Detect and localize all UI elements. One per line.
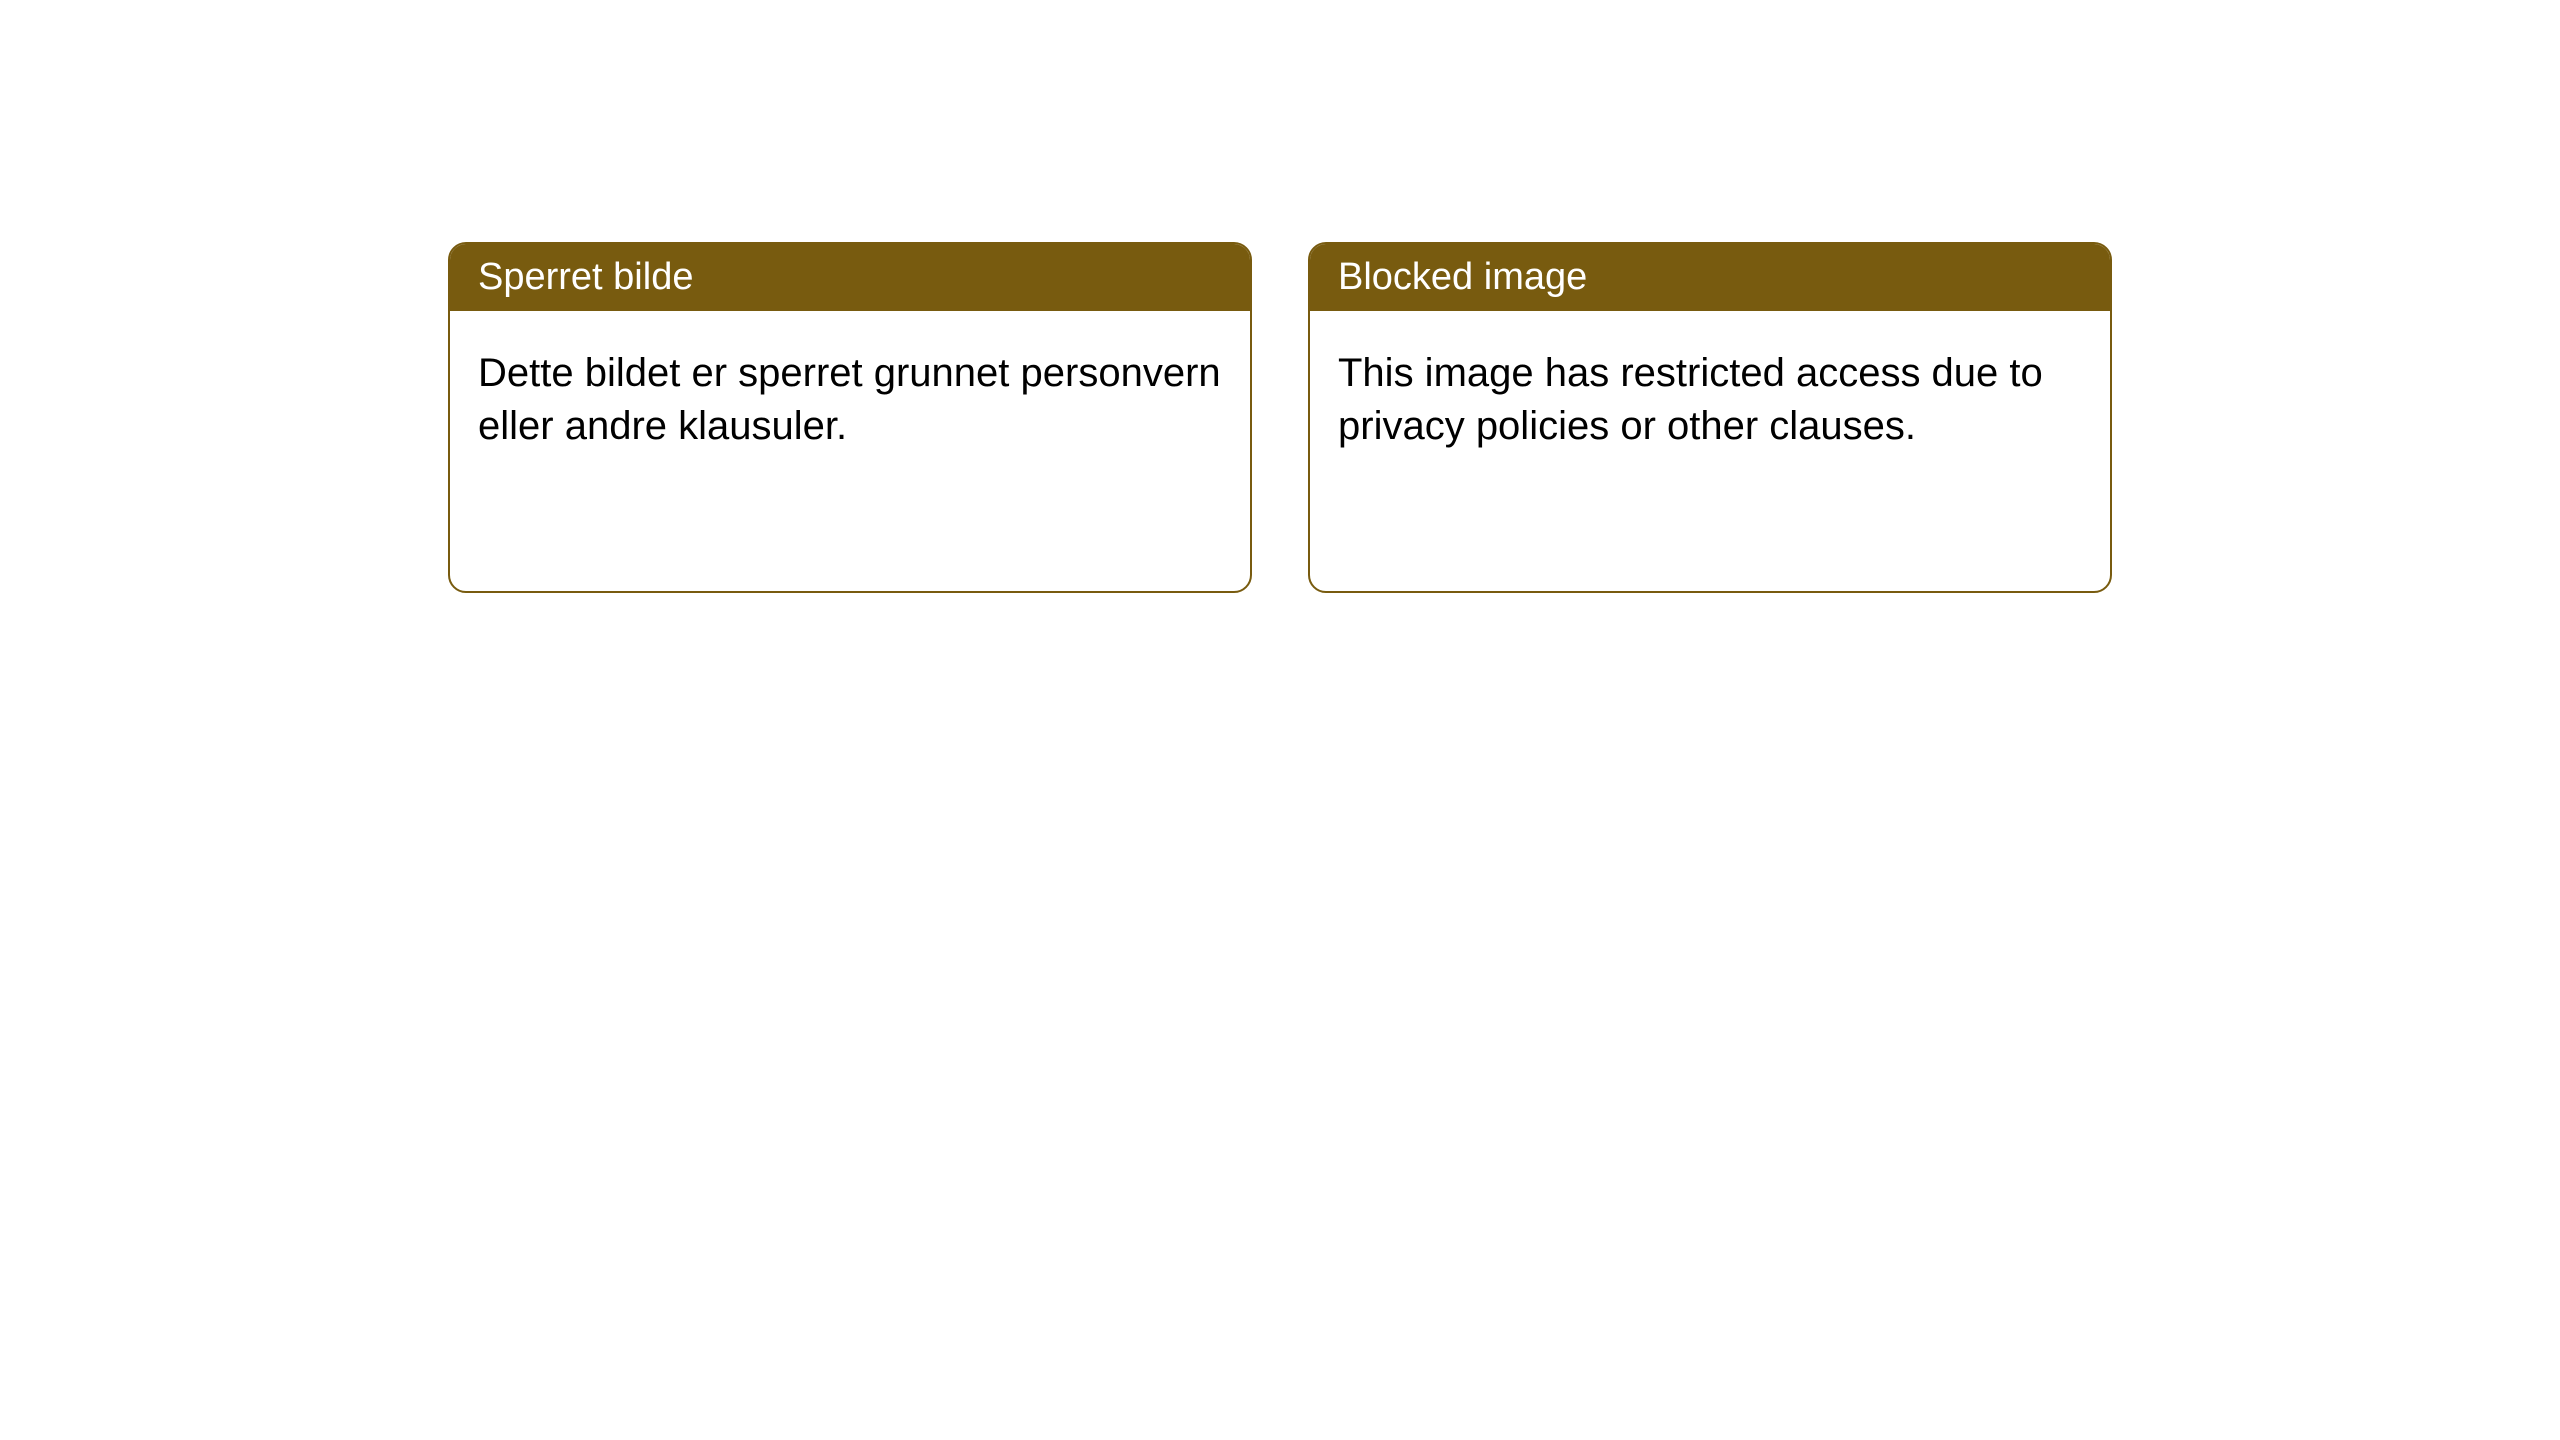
notice-header: Blocked image <box>1310 244 2110 311</box>
notice-body-text: This image has restricted access due to … <box>1338 351 2043 448</box>
notice-cards-container: Sperret bilde Dette bildet er sperret gr… <box>448 242 2112 593</box>
notice-card-norwegian: Sperret bilde Dette bildet er sperret gr… <box>448 242 1252 593</box>
notice-body: This image has restricted access due to … <box>1310 311 2110 591</box>
notice-body: Dette bildet er sperret grunnet personve… <box>450 311 1250 591</box>
notice-title: Sperret bilde <box>478 256 693 298</box>
notice-card-english: Blocked image This image has restricted … <box>1308 242 2112 593</box>
notice-body-text: Dette bildet er sperret grunnet personve… <box>478 351 1221 448</box>
notice-header: Sperret bilde <box>450 244 1250 311</box>
notice-title: Blocked image <box>1338 256 1587 298</box>
